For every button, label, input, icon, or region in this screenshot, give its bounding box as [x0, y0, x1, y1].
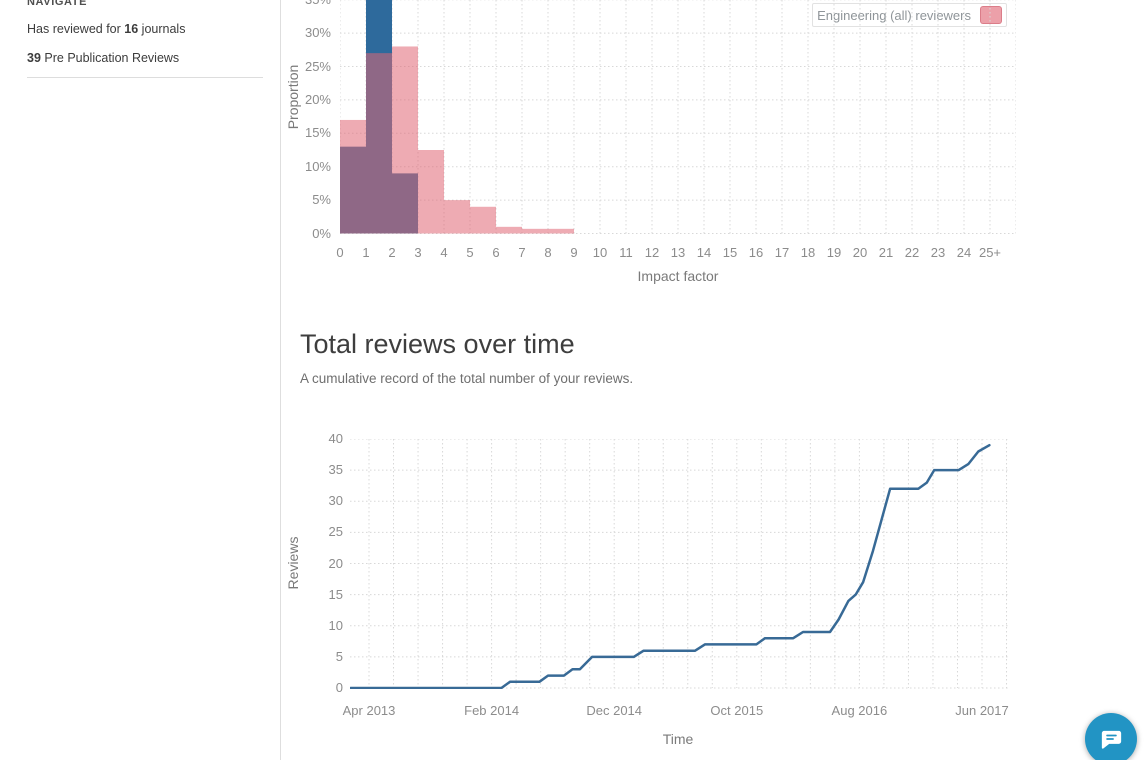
linechart-y-axis-title: Reviews — [285, 536, 301, 590]
chat-icon — [1101, 730, 1121, 749]
legend-swatch — [980, 6, 1002, 24]
prepub-label: Pre Publication Reviews — [44, 51, 180, 65]
prepub-count: 39 — [27, 51, 41, 65]
journals-count: 16 — [124, 22, 139, 36]
journals-suffix: journals — [141, 22, 186, 36]
histogram-x-axis-title: Impact factor — [637, 268, 719, 284]
sidebar-divider — [27, 77, 263, 78]
sidebar: NAVIGATE Has reviewed for 16 journals 39… — [0, 0, 281, 760]
journals-prefix: Has reviewed for — [27, 22, 121, 36]
legend-label: Engineering (all) reviewers — [817, 7, 971, 23]
section-title: Total reviews over time — [300, 329, 575, 359]
impact-histogram-plot — [340, 0, 1016, 234]
chat-fab-button[interactable] — [1085, 713, 1137, 760]
reviews-line-plot — [350, 439, 1010, 689]
sidebar-navigate-header: NAVIGATE — [27, 0, 88, 8]
chart-legend-item[interactable]: Engineering (all) reviewers — [812, 3, 1007, 27]
linechart-x-axis-title: Time — [662, 731, 694, 747]
sidebar-item-prepub-reviews[interactable]: 39 Pre Publication Reviews — [27, 51, 179, 65]
section-subtitle: A cumulative record of the total number … — [300, 371, 634, 386]
sidebar-item-journals[interactable]: Has reviewed for 16 journals — [27, 22, 185, 36]
